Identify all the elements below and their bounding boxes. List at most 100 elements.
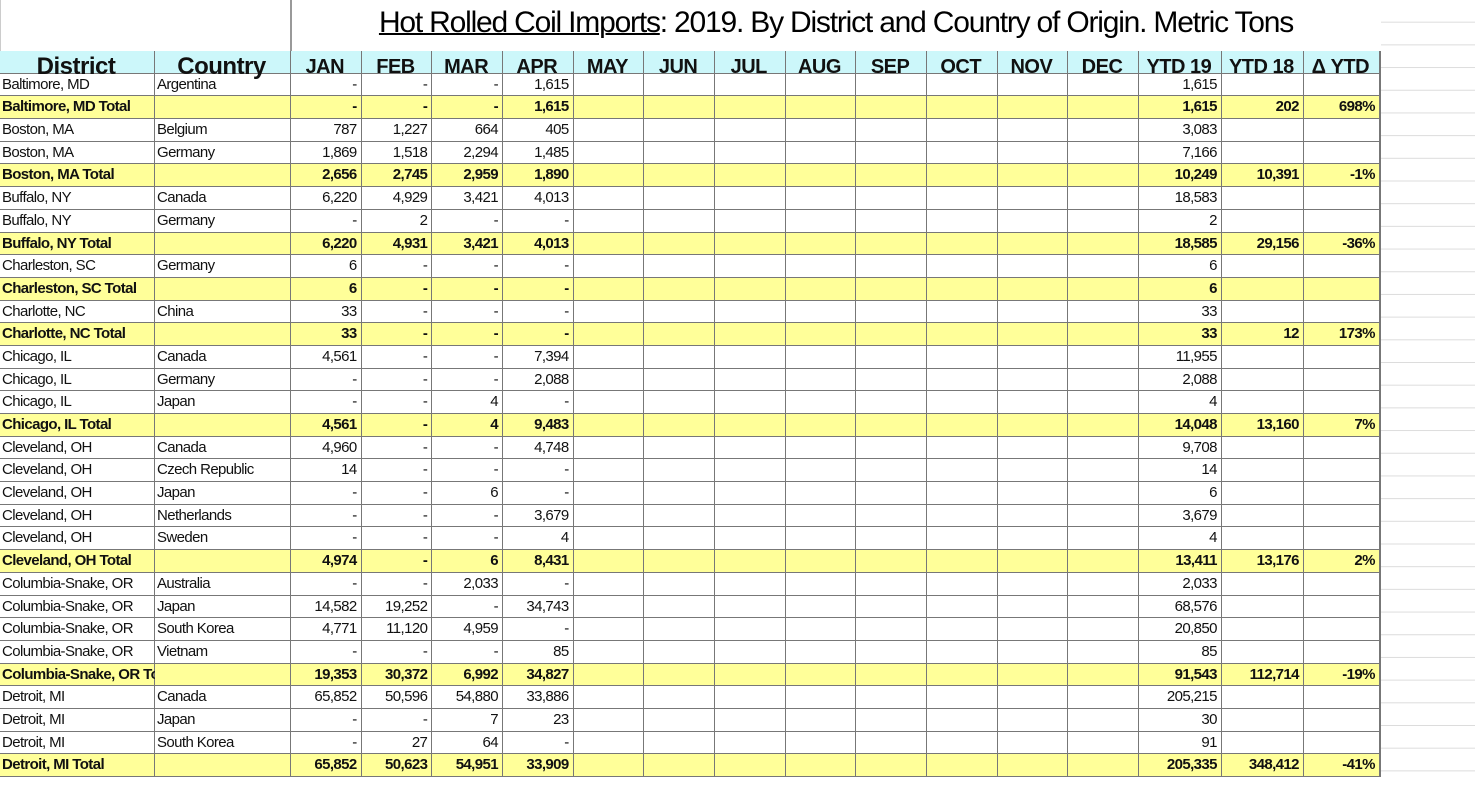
month-cell-oct[interactable]	[926, 391, 998, 414]
month-cell-sep[interactable]	[856, 572, 927, 596]
month-cell-oct[interactable]	[926, 459, 998, 483]
month-cell-may[interactable]	[573, 368, 645, 392]
month-cell-sep[interactable]	[856, 323, 927, 346]
delta-ytd-cell[interactable]	[1303, 141, 1381, 165]
month-cell-apr[interactable]: 405	[502, 119, 574, 142]
ytd18-cell[interactable]	[1221, 731, 1304, 755]
delta-ytd-cell[interactable]	[1303, 527, 1381, 551]
month-cell-nov[interactable]	[997, 96, 1069, 120]
column-header-sep[interactable]: SEP	[856, 51, 927, 78]
month-cell-apr[interactable]: 8,431	[502, 550, 574, 573]
month-cell-oct[interactable]	[926, 232, 998, 256]
district-cell[interactable]: Columbia-Snake, OR	[0, 618, 155, 641]
month-cell-jun[interactable]	[644, 482, 715, 505]
month-cell-jun[interactable]	[644, 209, 715, 233]
month-cell-apr[interactable]: -	[502, 459, 574, 483]
month-cell-dec[interactable]	[1068, 255, 1139, 278]
month-cell-dec[interactable]	[1068, 96, 1139, 120]
month-cell-may[interactable]	[573, 731, 645, 755]
month-cell-oct[interactable]	[926, 640, 998, 664]
month-cell-mar[interactable]: -	[432, 300, 503, 324]
ytd18-cell[interactable]	[1221, 255, 1304, 278]
ytd18-cell[interactable]	[1221, 504, 1304, 528]
country-cell[interactable]	[155, 414, 291, 437]
month-cell-oct[interactable]	[926, 754, 998, 777]
month-cell-apr[interactable]: 23	[502, 708, 574, 732]
month-cell-mar[interactable]: -	[432, 504, 503, 528]
month-cell-oct[interactable]	[926, 119, 998, 142]
month-cell-aug[interactable]	[785, 232, 857, 256]
month-cell-mar[interactable]: 6,992	[432, 663, 503, 687]
month-cell-apr[interactable]: -	[502, 300, 574, 324]
country-cell[interactable]	[155, 96, 291, 120]
country-cell[interactable]: Japan	[155, 391, 291, 414]
month-cell-feb[interactable]: -	[361, 414, 433, 437]
ytd19-cell[interactable]: 205,335	[1138, 754, 1222, 777]
month-cell-sep[interactable]	[856, 141, 927, 165]
month-cell-nov[interactable]	[997, 164, 1069, 188]
month-cell-may[interactable]	[573, 345, 645, 369]
column-header-apr[interactable]: APR	[502, 51, 574, 78]
month-cell-dec[interactable]	[1068, 368, 1139, 392]
month-cell-jun[interactable]	[644, 187, 715, 210]
column-header-mar[interactable]: MAR	[432, 51, 503, 78]
month-cell-jul[interactable]	[714, 209, 786, 233]
month-cell-aug[interactable]	[785, 300, 857, 324]
month-cell-nov[interactable]	[997, 731, 1069, 755]
month-cell-dec[interactable]	[1068, 119, 1139, 142]
ytd19-cell[interactable]: 18,585	[1138, 232, 1222, 256]
month-cell-oct[interactable]	[926, 323, 998, 346]
ytd19-cell[interactable]: 11,955	[1138, 345, 1222, 369]
month-cell-jul[interactable]	[714, 482, 786, 505]
country-cell[interactable]: Canada	[155, 345, 291, 369]
month-cell-dec[interactable]	[1068, 209, 1139, 233]
month-cell-nov[interactable]	[997, 686, 1069, 709]
month-cell-nov[interactable]	[997, 618, 1069, 641]
month-cell-aug[interactable]	[785, 504, 857, 528]
month-cell-apr[interactable]: 1,485	[502, 141, 574, 165]
ytd19-cell[interactable]: 6	[1138, 482, 1222, 505]
month-cell-sep[interactable]	[856, 345, 927, 369]
country-cell[interactable]: Canada	[155, 436, 291, 460]
month-cell-sep[interactable]	[856, 686, 927, 709]
month-cell-jan[interactable]: 4,561	[291, 414, 362, 437]
month-cell-sep[interactable]	[856, 232, 927, 256]
month-cell-mar[interactable]: 4	[432, 414, 503, 437]
month-cell-jan[interactable]: 4,974	[291, 550, 362, 573]
month-cell-sep[interactable]	[856, 277, 927, 301]
month-cell-dec[interactable]	[1068, 414, 1139, 437]
ytd18-cell[interactable]	[1221, 141, 1304, 165]
country-cell[interactable]: South Korea	[155, 618, 291, 641]
month-cell-may[interactable]	[573, 550, 645, 573]
country-cell[interactable]: South Korea	[155, 731, 291, 755]
month-cell-mar[interactable]: -	[432, 255, 503, 278]
delta-ytd-cell[interactable]	[1303, 209, 1381, 233]
month-cell-dec[interactable]	[1068, 482, 1139, 505]
month-cell-may[interactable]	[573, 572, 645, 596]
month-cell-jan[interactable]: -	[291, 96, 362, 120]
month-cell-jul[interactable]	[714, 73, 786, 97]
month-cell-sep[interactable]	[856, 119, 927, 142]
month-cell-sep[interactable]	[856, 368, 927, 392]
month-cell-aug[interactable]	[785, 96, 857, 120]
month-cell-feb[interactable]: -	[361, 640, 433, 664]
month-cell-dec[interactable]	[1068, 300, 1139, 324]
month-cell-feb[interactable]: 50,596	[361, 686, 433, 709]
month-cell-jul[interactable]	[714, 323, 786, 346]
column-header-jan[interactable]: JAN	[291, 51, 362, 78]
column-header-jul[interactable]: JUL	[714, 51, 786, 78]
month-cell-jun[interactable]	[644, 527, 715, 551]
month-cell-sep[interactable]	[856, 731, 927, 755]
month-cell-jun[interactable]	[644, 618, 715, 641]
column-header-nov[interactable]: NOV	[997, 51, 1069, 78]
month-cell-oct[interactable]	[926, 187, 998, 210]
month-cell-oct[interactable]	[926, 277, 998, 301]
month-cell-aug[interactable]	[785, 323, 857, 346]
ytd18-cell[interactable]	[1221, 187, 1304, 210]
month-cell-jan[interactable]: -	[291, 731, 362, 755]
column-header-may[interactable]: MAY	[573, 51, 645, 78]
month-cell-aug[interactable]	[785, 277, 857, 301]
ytd18-cell[interactable]	[1221, 618, 1304, 641]
ytd18-cell[interactable]: 10,391	[1221, 164, 1304, 188]
district-cell[interactable]: Cleveland, OH	[0, 436, 155, 460]
